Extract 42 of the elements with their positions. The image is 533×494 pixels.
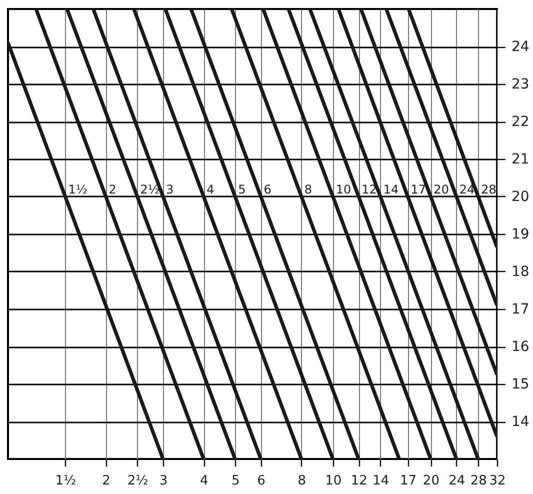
series-label: 14	[383, 182, 399, 196]
x-tick-label: 10	[325, 474, 342, 488]
x-tick-label: 2½	[127, 474, 148, 488]
x-tick-label: 24	[448, 474, 466, 488]
series-label: 2½	[140, 182, 160, 196]
series-label: 12	[362, 182, 377, 196]
series-label: 2	[108, 182, 116, 196]
y-tick-label: 18	[512, 264, 530, 280]
x-tick-label: 1½	[55, 474, 76, 488]
series-label: 28	[481, 182, 496, 196]
y-tick-label: 14	[512, 414, 530, 430]
y-tick-label: 19	[512, 226, 530, 242]
y-tick-label: 15	[512, 376, 530, 392]
x-tick-label: 2	[102, 474, 110, 488]
y-tick-label: 22	[512, 114, 530, 130]
series-label: 10	[336, 182, 352, 196]
y-tick-label: 21	[512, 152, 530, 168]
x-tick-label: 4	[200, 474, 208, 488]
series-label: 20	[434, 182, 449, 196]
x-tick-label: 8	[298, 474, 306, 488]
series-label: 24	[459, 182, 475, 196]
series-label: 5	[238, 182, 246, 196]
x-tick-label: 20	[422, 474, 440, 488]
x-tick-label: 17	[400, 474, 417, 488]
x-tick-label: 32	[489, 474, 506, 488]
x-tick-label: 28	[470, 474, 487, 488]
y-tick-label: 17	[512, 302, 530, 318]
series-label: 8	[304, 182, 312, 196]
series-label: 4	[206, 182, 214, 196]
x-tick-label: 6	[257, 474, 266, 488]
y-tick-label: 16	[512, 339, 530, 355]
series-label: 6	[264, 182, 272, 196]
x-tick-label: 12	[350, 474, 368, 488]
x-tick-label: 5	[231, 474, 240, 488]
x-tick-label: 14	[372, 474, 390, 488]
x-tick-label: 3	[159, 474, 168, 488]
y-tick-label: 23	[512, 76, 530, 92]
series-label: 3	[166, 182, 174, 196]
series-label: 1½	[68, 182, 88, 196]
series-label: 17	[410, 182, 426, 196]
y-tick-label: 20	[512, 189, 530, 205]
y-tick-label: 24	[512, 39, 530, 55]
